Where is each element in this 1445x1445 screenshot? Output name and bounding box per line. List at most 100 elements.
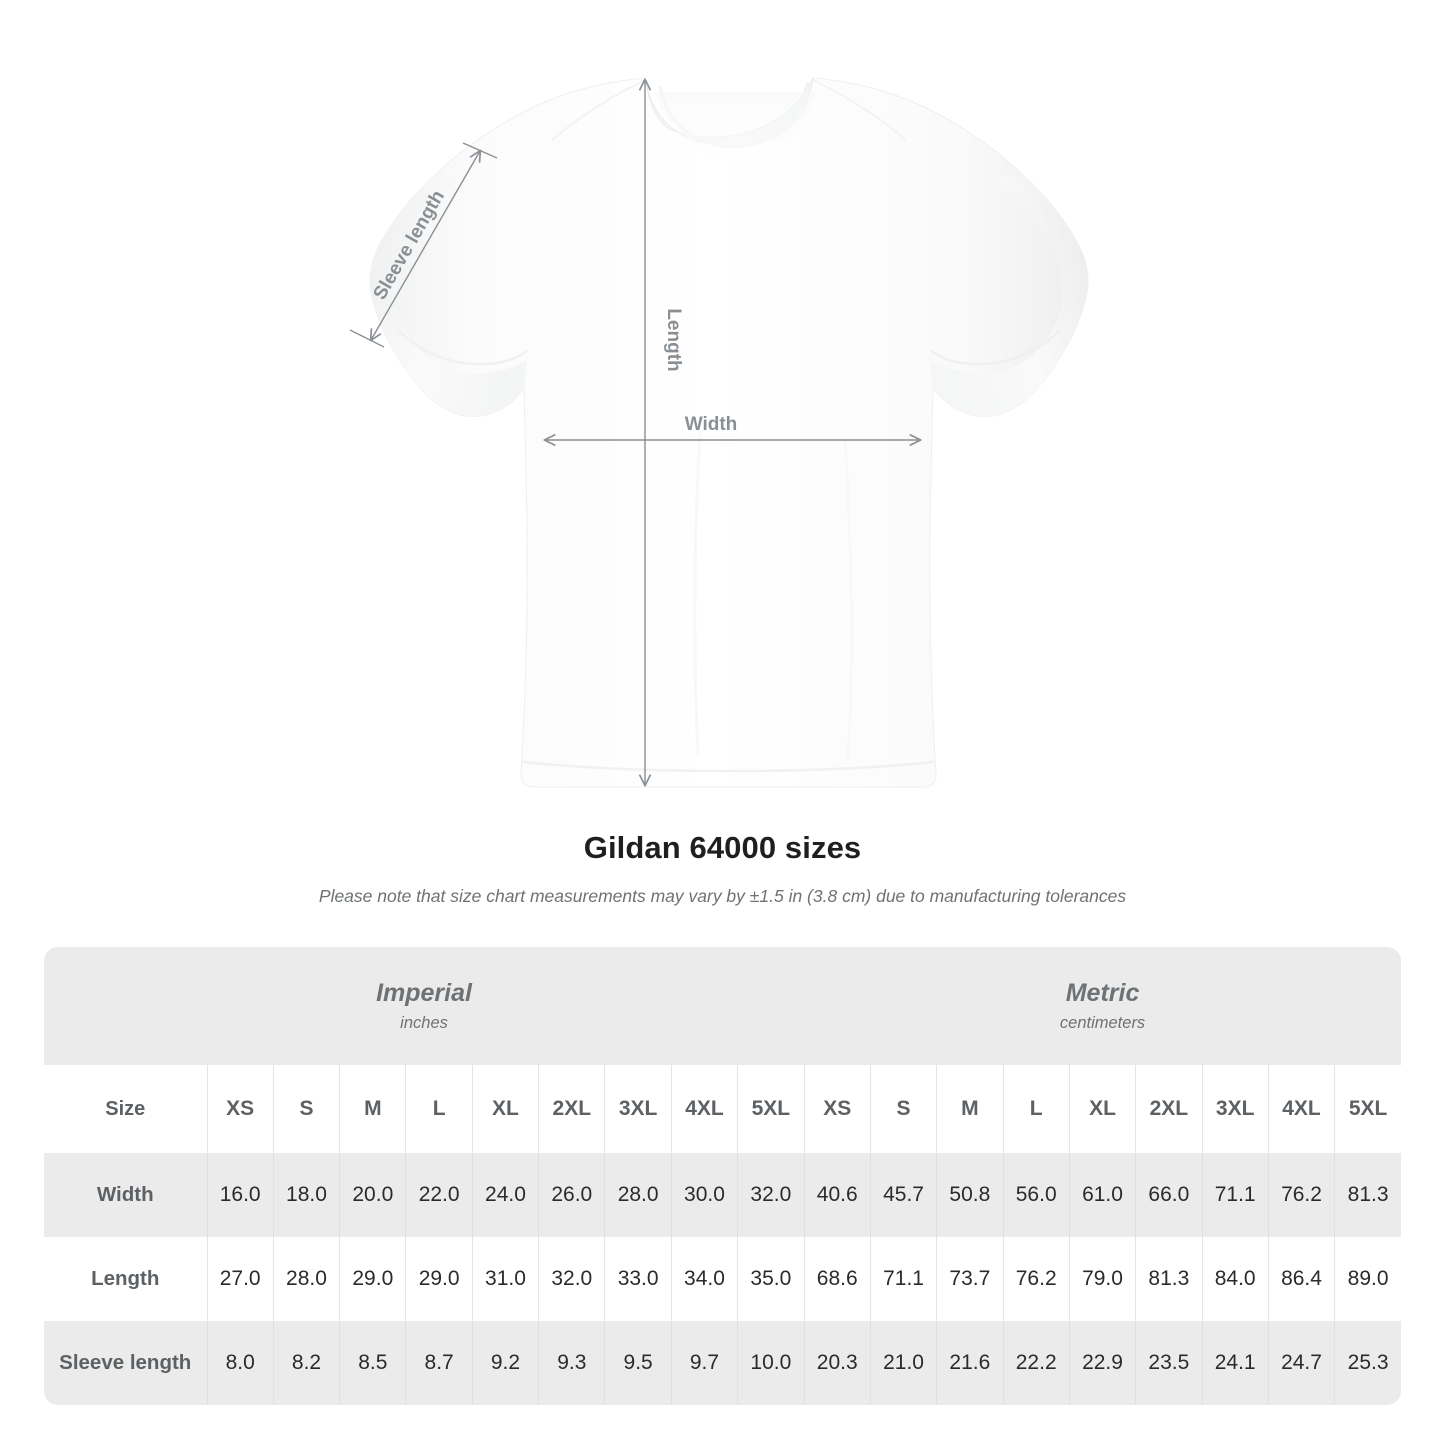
data-cell: 24.7 xyxy=(1267,1321,1335,1405)
fold-line-1 xyxy=(693,429,702,756)
data-cell: 9.2 xyxy=(471,1321,539,1405)
size-header-cell: 5XL xyxy=(1334,1065,1402,1153)
size-header-cell: 4XL xyxy=(670,1065,738,1153)
data-cell: 8.5 xyxy=(339,1321,406,1405)
data-cell: 18.0 xyxy=(272,1153,340,1237)
data-cell: 9.7 xyxy=(670,1321,738,1405)
data-cell: 21.0 xyxy=(869,1321,937,1405)
data-cell: 24.0 xyxy=(471,1153,539,1237)
size-header-cell: 3XL xyxy=(604,1065,672,1153)
data-cell: 79.0 xyxy=(1068,1237,1136,1321)
data-cell: 29.0 xyxy=(339,1237,406,1321)
data-cell: 28.0 xyxy=(604,1153,672,1237)
heading-block: Gildan 64000 sizes Please note that size… xyxy=(0,830,1445,907)
data-cell: 81.3 xyxy=(1135,1237,1203,1321)
data-cell: 45.7 xyxy=(869,1153,937,1237)
data-cell: 50.8 xyxy=(936,1153,1004,1237)
metric-unit-name: Metric xyxy=(1065,978,1140,1007)
size-header-cell: L xyxy=(405,1065,473,1153)
data-cell: 10.0 xyxy=(737,1321,805,1405)
size-header-row: Size XS S M L XL 2XL 3XL 4XL 5XL XS S M … xyxy=(44,1065,1402,1153)
data-cell: 8.2 xyxy=(272,1321,340,1405)
data-cell: 16.0 xyxy=(206,1153,274,1237)
unit-header-row: Imperial inches Metric centimeters xyxy=(44,947,1402,1065)
tshirt-diagram: Sleeve length Length Width xyxy=(349,77,1089,788)
data-cell: 29.0 xyxy=(405,1237,473,1321)
length-annotation: Length xyxy=(645,80,684,785)
table-row: Sleeve length 8.0 8.2 8.5 8.7 9.2 9.3 9.… xyxy=(44,1321,1402,1405)
data-cell: 84.0 xyxy=(1201,1237,1269,1321)
data-cell: 8.7 xyxy=(405,1321,473,1405)
size-header-cell: M xyxy=(339,1065,406,1153)
fold-line-2 xyxy=(843,439,854,759)
right-sleeve-hem xyxy=(930,329,1061,366)
data-cell: 20.0 xyxy=(339,1153,406,1237)
data-cell: 76.2 xyxy=(1267,1153,1335,1237)
data-cell: 73.7 xyxy=(936,1237,1004,1321)
data-cell: 9.3 xyxy=(538,1321,605,1405)
size-header-cell: 2XL xyxy=(1135,1065,1203,1153)
data-cell: 31.0 xyxy=(471,1237,539,1321)
data-cell: 28.0 xyxy=(272,1237,340,1321)
data-cell: 66.0 xyxy=(1135,1153,1203,1237)
width-label: Width xyxy=(685,414,738,435)
row-label: Width xyxy=(96,1183,154,1206)
data-cell: 76.2 xyxy=(1002,1237,1070,1321)
data-cell: 56.0 xyxy=(1002,1153,1070,1237)
size-header-cell: XS xyxy=(803,1065,871,1153)
size-header-cell: 2XL xyxy=(538,1065,605,1153)
collar xyxy=(644,77,816,160)
size-header-cell: 3XL xyxy=(1201,1065,1269,1153)
data-cell: 21.6 xyxy=(936,1321,1004,1405)
data-cell: 9.5 xyxy=(604,1321,672,1405)
size-header-cell: L xyxy=(1002,1065,1070,1153)
metric-unit-cell: Metric centimeters xyxy=(804,947,1401,1065)
tolerance-note: Please note that size chart measurements… xyxy=(318,886,1127,906)
size-header-cell: XL xyxy=(471,1065,539,1153)
data-cell: 25.3 xyxy=(1334,1321,1402,1405)
data-cell: 89.0 xyxy=(1334,1237,1402,1321)
data-cell: 32.0 xyxy=(737,1153,805,1237)
size-header-cell: XL xyxy=(1068,1065,1136,1153)
data-cell: 86.4 xyxy=(1267,1237,1335,1321)
data-cell: 22.2 xyxy=(1002,1321,1070,1405)
data-cell: 8.0 xyxy=(206,1321,274,1405)
data-cell: 81.3 xyxy=(1334,1153,1402,1237)
size-header-label: Size xyxy=(105,1097,146,1120)
data-cell: 32.0 xyxy=(538,1237,605,1321)
data-cell: 23.5 xyxy=(1135,1321,1203,1405)
size-header-cell: 4XL xyxy=(1267,1065,1335,1153)
row-label: Length xyxy=(91,1267,160,1290)
size-header-cell: S xyxy=(272,1065,340,1153)
imperial-unit-cell: Imperial inches xyxy=(44,947,804,1065)
width-annotation: Width xyxy=(545,414,920,440)
sleeve-length-arrow xyxy=(371,151,480,340)
sleeve-tick-bottom xyxy=(349,329,385,348)
table-row: Width 16.0 18.0 20.0 22.0 24.0 26.0 28.0… xyxy=(44,1153,1402,1237)
tshirt-illustration: Sleeve length Length Width xyxy=(349,77,1089,788)
data-cell: 35.0 xyxy=(737,1237,805,1321)
data-cell: 22.9 xyxy=(1068,1321,1136,1405)
data-cell: 68.6 xyxy=(803,1237,871,1321)
bottom-hem xyxy=(522,760,935,773)
data-cell: 30.0 xyxy=(670,1153,738,1237)
size-table: Imperial inches Metric centimeters Size … xyxy=(44,947,1402,1405)
left-shoulder-seam xyxy=(551,79,646,141)
left-sleeve-hem xyxy=(397,329,528,366)
table-row: Length 27.0 28.0 29.0 29.0 31.0 32.0 33.… xyxy=(44,1237,1402,1321)
imperial-unit-sub: inches xyxy=(400,1014,448,1033)
size-table-wrapper: Imperial inches Metric centimeters Size … xyxy=(44,947,1402,1405)
data-cell: 26.0 xyxy=(538,1153,605,1237)
data-cell: 24.1 xyxy=(1201,1321,1269,1405)
data-cell: 71.1 xyxy=(1201,1153,1269,1237)
data-cell: 33.0 xyxy=(604,1237,672,1321)
data-cell: 71.1 xyxy=(869,1237,937,1321)
data-cell: 20.3 xyxy=(803,1321,871,1405)
data-cell: 61.0 xyxy=(1068,1153,1136,1237)
data-cell: 22.0 xyxy=(405,1153,473,1237)
size-header-cell: 5XL xyxy=(737,1065,805,1153)
right-shoulder-seam xyxy=(812,79,907,141)
size-header-cell: M xyxy=(936,1065,1004,1153)
length-label: Length xyxy=(663,308,684,371)
